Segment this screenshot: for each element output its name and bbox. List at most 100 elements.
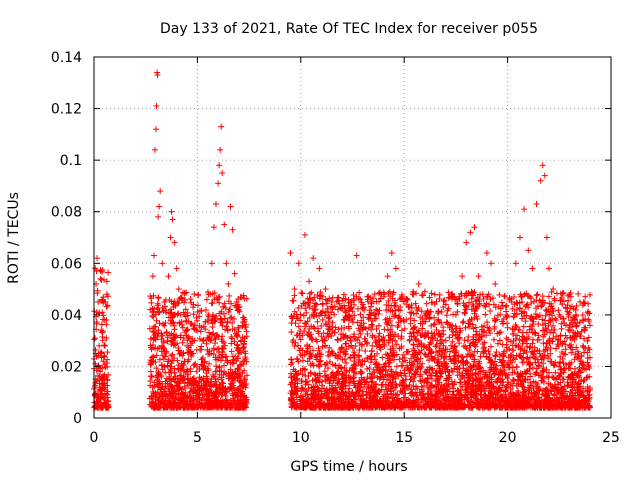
data-point xyxy=(430,321,437,328)
data-point xyxy=(212,340,219,347)
data-point xyxy=(565,297,572,304)
data-point xyxy=(218,316,225,323)
data-point xyxy=(100,276,107,283)
data-point xyxy=(155,309,162,316)
data-point xyxy=(314,318,321,325)
data-point xyxy=(213,200,220,207)
data-point xyxy=(520,323,527,330)
data-point xyxy=(509,364,516,371)
data-point xyxy=(222,392,229,399)
data-point xyxy=(293,355,300,362)
data-point xyxy=(171,239,178,246)
data-point xyxy=(235,324,242,331)
data-point xyxy=(533,292,540,299)
data-point xyxy=(376,330,383,337)
data-point xyxy=(103,335,110,342)
data-point xyxy=(334,294,341,301)
data-point xyxy=(419,291,426,298)
data-point xyxy=(191,291,198,298)
data-point xyxy=(213,363,220,370)
data-point xyxy=(295,323,302,330)
data-point xyxy=(525,247,532,254)
data-point xyxy=(540,367,547,374)
data-point xyxy=(173,265,180,272)
data-point xyxy=(96,342,103,349)
data-point xyxy=(310,255,317,262)
data-point xyxy=(443,312,450,319)
data-point xyxy=(95,398,102,405)
data-point xyxy=(98,329,105,336)
data-point xyxy=(198,343,205,350)
data-point xyxy=(99,337,106,344)
data-point xyxy=(552,315,559,322)
data-point xyxy=(488,260,495,267)
data-point xyxy=(357,311,364,318)
data-point xyxy=(289,359,296,366)
data-point xyxy=(304,341,311,348)
data-point xyxy=(175,310,182,317)
data-point xyxy=(217,146,224,153)
data-point xyxy=(550,286,557,293)
data-point xyxy=(492,280,499,287)
data-point xyxy=(150,252,157,259)
data-point xyxy=(221,300,228,307)
data-point xyxy=(175,286,182,293)
data-point xyxy=(367,303,374,310)
data-point xyxy=(433,341,440,348)
data-point xyxy=(295,260,302,267)
data-point xyxy=(400,351,407,358)
data-point xyxy=(301,231,308,238)
data-point xyxy=(101,396,108,403)
data-point xyxy=(467,229,474,236)
data-point xyxy=(93,309,100,316)
data-point xyxy=(407,330,414,337)
data-point xyxy=(228,340,235,347)
data-point xyxy=(155,294,162,301)
data-point xyxy=(350,292,357,299)
data-point xyxy=(500,352,507,359)
data-point xyxy=(519,329,526,336)
data-point xyxy=(102,384,109,391)
data-point xyxy=(334,337,341,344)
data-point xyxy=(412,300,419,307)
data-point xyxy=(97,275,104,282)
data-point xyxy=(462,343,469,350)
data-point xyxy=(291,292,298,299)
data-point xyxy=(533,200,540,207)
data-point xyxy=(104,403,111,410)
data-point xyxy=(553,290,560,297)
data-point xyxy=(483,249,490,256)
data-point xyxy=(100,373,107,380)
data-point xyxy=(299,357,306,364)
data-point xyxy=(210,224,217,231)
data-point xyxy=(198,307,205,314)
data-point xyxy=(482,311,489,318)
data-point xyxy=(164,338,171,345)
data-point xyxy=(503,335,510,342)
data-point xyxy=(206,360,213,367)
data-point xyxy=(103,303,110,310)
data-point xyxy=(484,319,491,326)
data-point xyxy=(228,348,235,355)
data-point xyxy=(92,265,99,272)
data-point xyxy=(226,292,233,299)
data-point xyxy=(104,356,111,363)
data-point xyxy=(219,170,226,177)
data-point xyxy=(316,265,323,272)
data-point xyxy=(537,177,544,184)
data-point xyxy=(302,372,309,379)
data-point xyxy=(219,333,226,340)
data-point xyxy=(490,336,497,343)
data-point xyxy=(299,290,306,297)
data-point xyxy=(101,342,108,349)
data-point xyxy=(498,299,505,306)
data-point xyxy=(481,344,488,351)
data-point xyxy=(169,216,176,223)
data-point xyxy=(404,296,411,303)
data-point xyxy=(94,352,101,359)
data-point xyxy=(101,361,108,368)
data-point xyxy=(474,316,481,323)
data-point xyxy=(98,354,105,361)
data-point xyxy=(184,326,191,333)
data-point xyxy=(368,348,375,355)
